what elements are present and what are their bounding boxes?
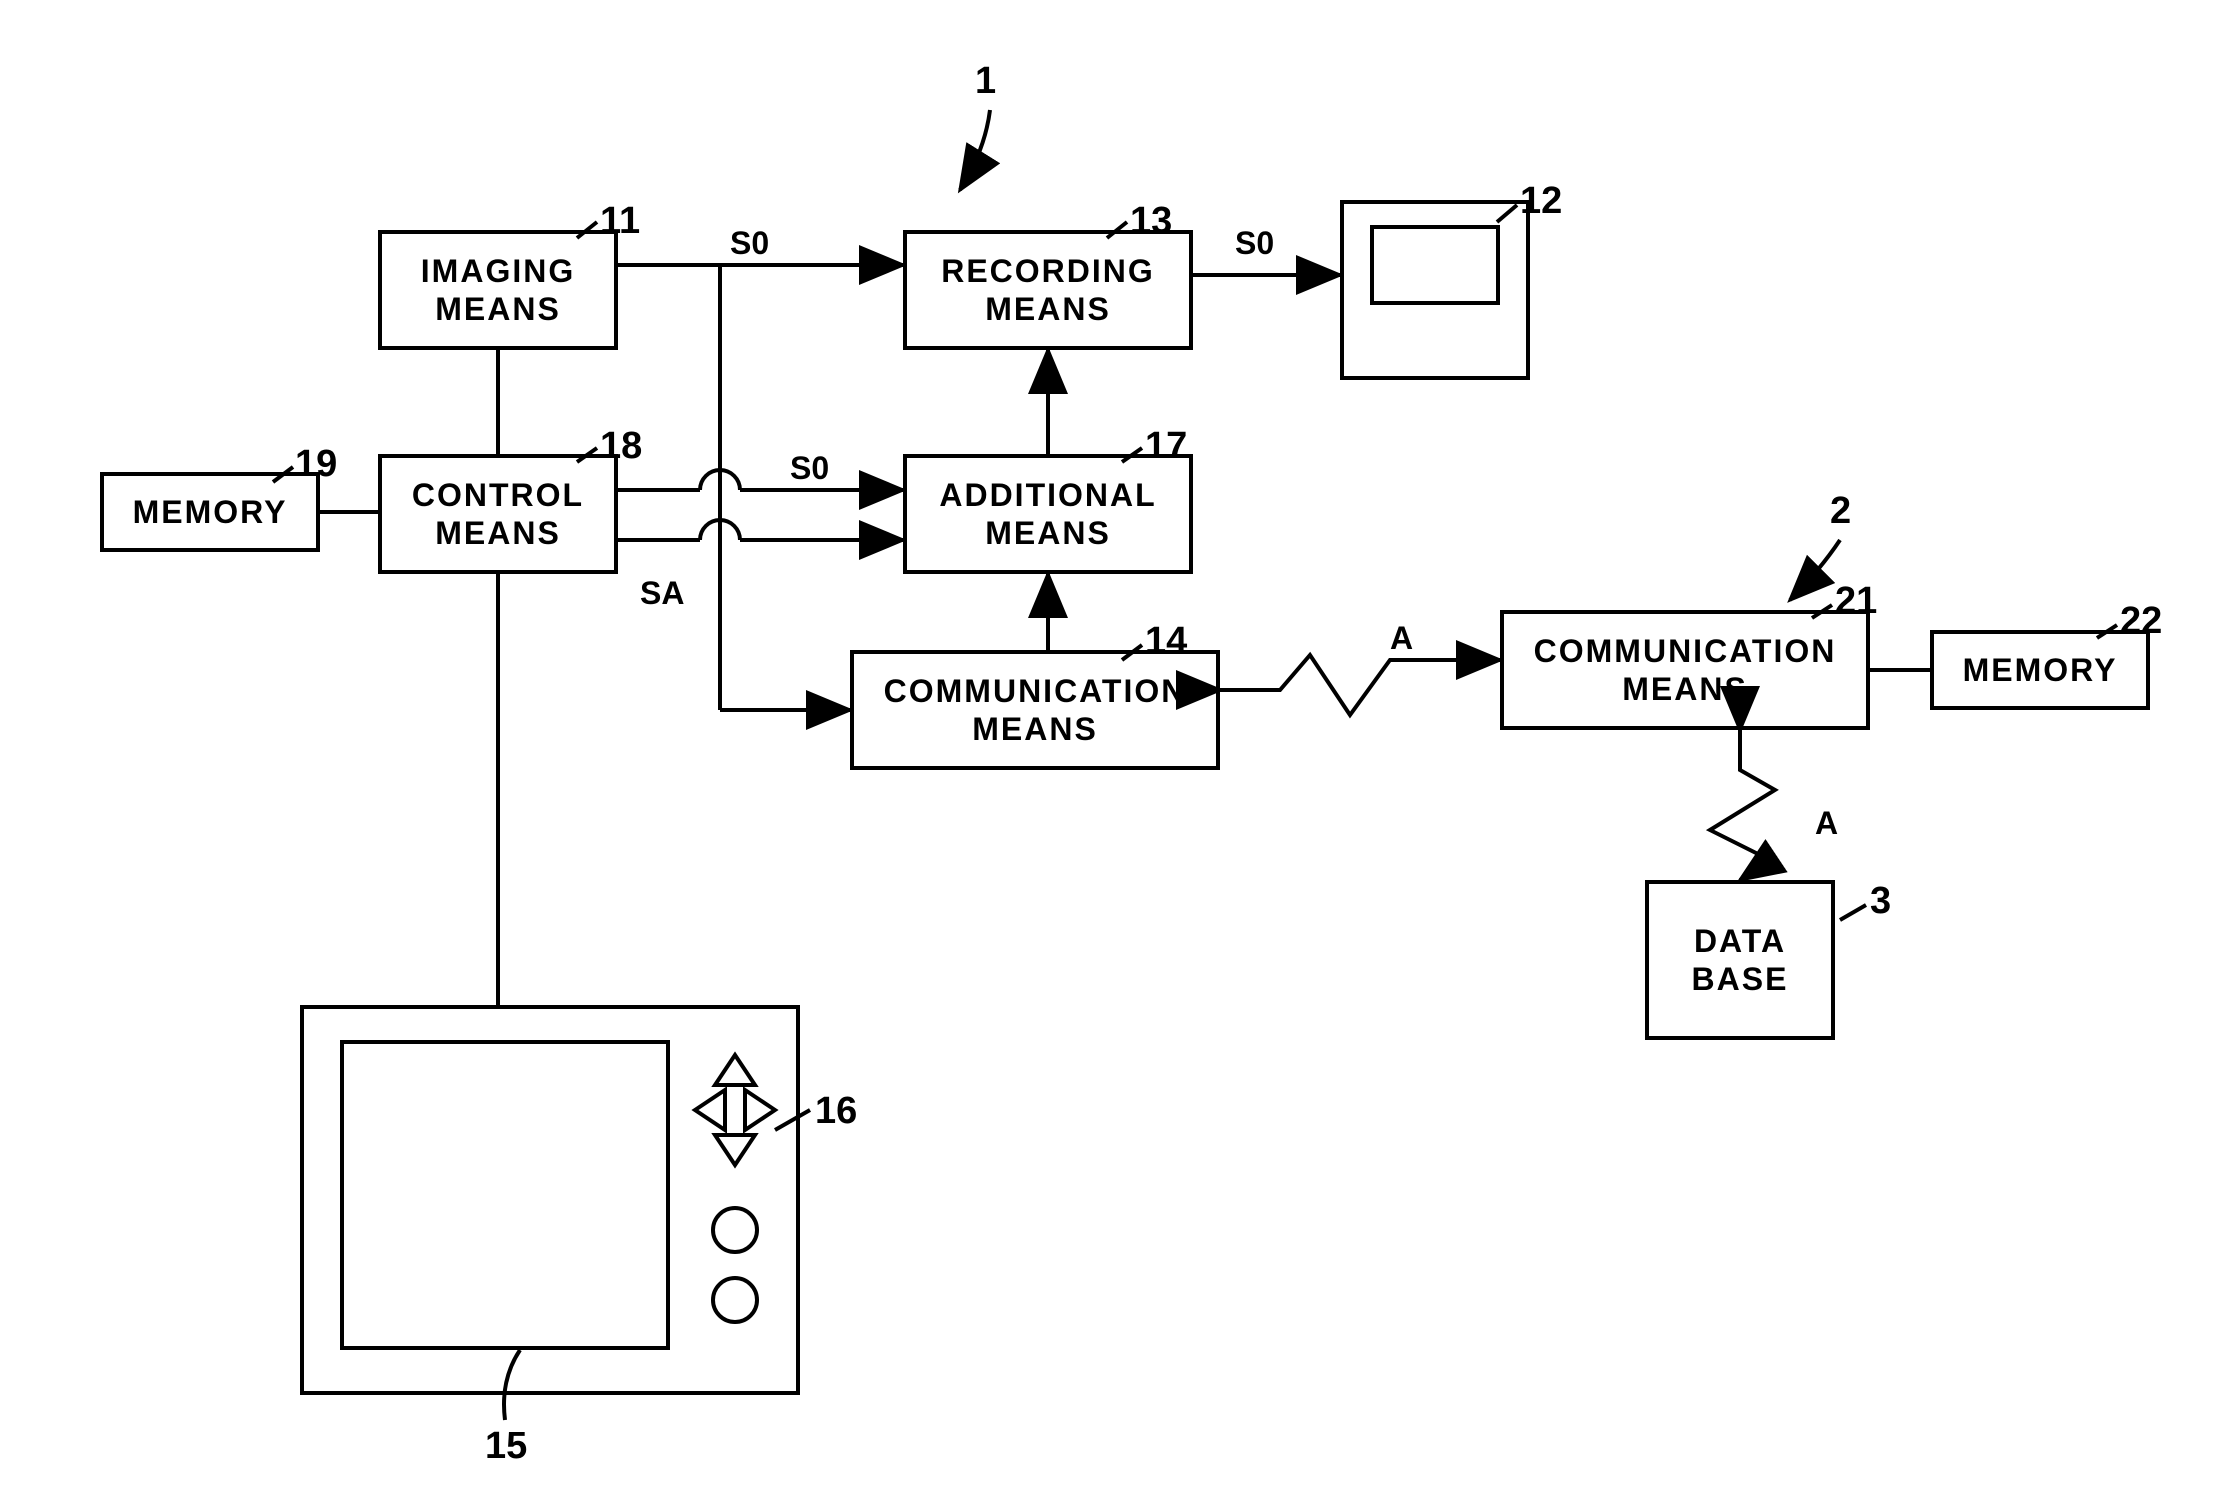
recording-13-box: RECORDING MEANS xyxy=(903,230,1193,350)
edge-label-s0-3: S0 xyxy=(1235,225,1274,262)
imaging-11-label-2: MEANS xyxy=(435,290,561,328)
comm-21-label-2: MEANS xyxy=(1622,670,1748,708)
edge-label-s0-2: S0 xyxy=(790,450,829,487)
ref-13-label: 13 xyxy=(1130,200,1172,243)
ref-12-label: 12 xyxy=(1520,180,1562,223)
ref-22-label: 22 xyxy=(2120,600,2162,643)
ref-11-label: 11 xyxy=(600,200,640,243)
memory-19-box: MEMORY xyxy=(100,472,320,552)
database-3-label-1: DATA xyxy=(1694,922,1786,960)
media-12-inner-box xyxy=(1370,225,1500,305)
ref-1-label: 1 xyxy=(975,60,996,103)
control-18-label-1: CONTROL xyxy=(412,476,584,514)
ref-15-label: 15 xyxy=(485,1425,527,1468)
edge-label-a2: A xyxy=(1815,805,1838,842)
memory-19-label: MEMORY xyxy=(133,493,288,531)
comm-21-label-1: COMMUNICATION xyxy=(1534,632,1837,670)
ref-18-label: 18 xyxy=(600,425,642,468)
imaging-11-box: IMAGING MEANS xyxy=(378,230,618,350)
control-18-box: CONTROL MEANS xyxy=(378,454,618,574)
comm-14-label-1: COMMUNICATION xyxy=(884,672,1187,710)
recording-13-label-1: RECORDING xyxy=(941,252,1155,290)
screen-15-box xyxy=(340,1040,670,1350)
comm-14-label-2: MEANS xyxy=(972,710,1098,748)
control-18-label-2: MEANS xyxy=(435,514,561,552)
edge-label-s0-1: S0 xyxy=(730,225,769,262)
edge-label-sa: SA xyxy=(640,575,684,612)
comm-21-box: COMMUNICATION MEANS xyxy=(1500,610,1870,730)
comm-14-box: COMMUNICATION MEANS xyxy=(850,650,1220,770)
ref-3-label: 3 xyxy=(1870,880,1891,923)
memory-22-box: MEMORY xyxy=(1930,630,2150,710)
database-3-label-2: BASE xyxy=(1692,960,1789,998)
imaging-11-label-1: IMAGING xyxy=(421,252,575,290)
ref-19-label: 19 xyxy=(295,443,337,486)
ref-17-label: 17 xyxy=(1145,425,1187,468)
recording-13-label-2: MEANS xyxy=(985,290,1111,328)
ref-21-label: 21 xyxy=(1835,580,1877,623)
edge-label-a1: A xyxy=(1390,620,1413,657)
database-3-box: DATA BASE xyxy=(1645,880,1835,1040)
ref-2-label: 2 xyxy=(1830,490,1851,533)
additional-17-label-1: ADDITIONAL xyxy=(939,476,1156,514)
additional-17-label-2: MEANS xyxy=(985,514,1111,552)
memory-22-label: MEMORY xyxy=(1963,651,2118,689)
ref-14-label: 14 xyxy=(1145,620,1187,663)
additional-17-box: ADDITIONAL MEANS xyxy=(903,454,1193,574)
ref-16-label: 16 xyxy=(815,1090,857,1133)
